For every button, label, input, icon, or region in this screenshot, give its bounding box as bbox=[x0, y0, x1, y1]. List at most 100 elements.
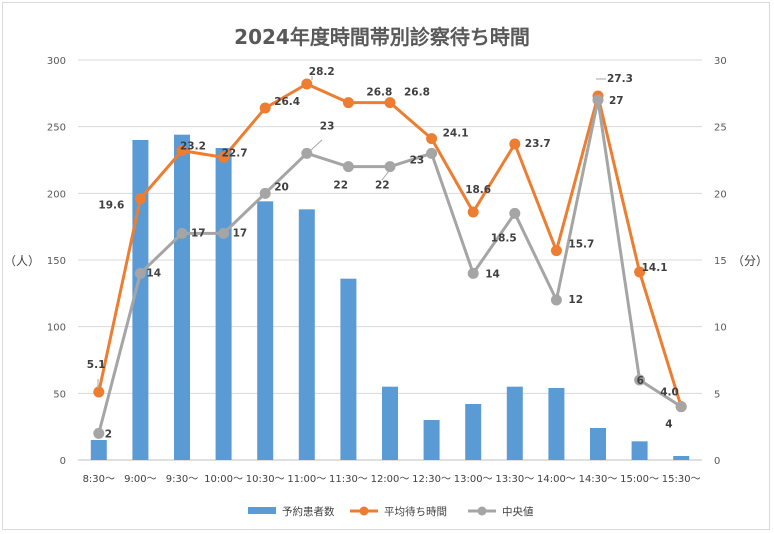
left-tick-label: 0 bbox=[60, 456, 66, 467]
legend-median-swatch bbox=[468, 506, 496, 516]
median-point bbox=[467, 267, 479, 279]
median-data-label: 20 bbox=[274, 181, 289, 193]
left-axis-unit: （人） bbox=[4, 254, 40, 268]
x-tick-label: 14:30～ bbox=[579, 474, 618, 485]
right-axis-unit: （分） bbox=[732, 254, 768, 268]
avg-data-label: 26.4 bbox=[274, 96, 300, 108]
left-tick-label: 150 bbox=[47, 256, 66, 267]
legend-bar-label: 予約患者数 bbox=[282, 505, 335, 518]
median-data-label: 17 bbox=[191, 227, 206, 239]
bar bbox=[465, 404, 482, 460]
left-tick-label: 300 bbox=[47, 56, 66, 67]
avg-data-label: 4.0 bbox=[660, 387, 679, 399]
axes: 0 50 100 150 200 250 300 0 5 10 15 20 25 30 8:30～ 9:00～… bbox=[47, 56, 727, 485]
bar bbox=[298, 209, 315, 460]
avg-point bbox=[509, 138, 521, 150]
legend-bar-swatch bbox=[248, 507, 276, 514]
median-data-label: 12 bbox=[568, 294, 583, 306]
median-data-label: 2 bbox=[105, 428, 112, 440]
right-tick-label: 10 bbox=[714, 323, 727, 334]
median-point bbox=[509, 207, 521, 219]
lines bbox=[93, 78, 687, 439]
median-data-label: 27 bbox=[609, 95, 624, 107]
right-tick-label: 15 bbox=[714, 256, 727, 267]
x-tick-label: 11:00～ bbox=[287, 474, 326, 485]
avg-point bbox=[93, 386, 105, 398]
right-tick-label: 25 bbox=[714, 123, 727, 134]
median-data-label: 18.5 bbox=[491, 232, 517, 244]
legend-marker bbox=[477, 506, 487, 516]
data-labels: 5.1 19.6 23.2 22.7 26.4 28.2 26.8 26.8 24.1 18.6 2… bbox=[87, 66, 679, 440]
x-tick-label: 13:30～ bbox=[495, 474, 534, 485]
median-point bbox=[93, 427, 105, 439]
median-point bbox=[134, 267, 146, 279]
left-tick-label: 100 bbox=[47, 323, 66, 334]
bar bbox=[548, 388, 565, 460]
avg-data-label: 22.7 bbox=[222, 147, 248, 159]
bar bbox=[423, 420, 440, 460]
avg-point bbox=[550, 245, 562, 257]
chart-title: 2024年度時間帯別診察待ち時間 bbox=[234, 25, 530, 49]
right-tick-label: 20 bbox=[714, 189, 727, 200]
bar bbox=[506, 386, 523, 460]
legend-median-label: 中央値 bbox=[502, 505, 534, 518]
x-tick-label: 12:00～ bbox=[371, 474, 410, 485]
left-tick-label: 50 bbox=[53, 389, 66, 400]
left-tick-label: 250 bbox=[47, 123, 66, 134]
legend-avg-label: 平均待ち時間 bbox=[384, 505, 447, 518]
bar bbox=[174, 134, 190, 460]
median-point bbox=[384, 161, 396, 173]
median-point bbox=[342, 161, 354, 173]
bar bbox=[257, 201, 274, 461]
avg-data-label: 23.7 bbox=[525, 138, 551, 150]
median-point bbox=[592, 94, 604, 106]
bar bbox=[382, 386, 398, 460]
x-tick-label: 13:00～ bbox=[454, 474, 493, 485]
avg-point bbox=[426, 133, 438, 145]
x-tick-label: 12:30～ bbox=[412, 474, 451, 485]
median-data-label: 14 bbox=[485, 268, 500, 280]
median-data-label: 14 bbox=[146, 267, 161, 279]
median-data-label: 22 bbox=[375, 180, 390, 192]
median-data-label: 4 bbox=[665, 419, 672, 431]
avg-data-label: 27.3 bbox=[607, 73, 633, 85]
x-tick-label: 14:00～ bbox=[537, 474, 576, 485]
x-tick-label: 10:00～ bbox=[204, 474, 243, 485]
avg-point bbox=[467, 206, 479, 218]
legend-marker bbox=[359, 506, 369, 516]
legend-avg-swatch bbox=[350, 506, 378, 516]
median-data-label: 23 bbox=[320, 120, 335, 132]
avg-data-label: 28.2 bbox=[309, 66, 335, 78]
bar bbox=[215, 148, 232, 460]
bar bbox=[631, 441, 648, 460]
avg-point bbox=[134, 193, 146, 205]
legend: 予約患者数 平均待ち時間 中央値 bbox=[248, 505, 534, 518]
avg-data-label: 5.1 bbox=[87, 359, 106, 371]
median-leader-line bbox=[381, 170, 390, 181]
x-tick-label: 10:30～ bbox=[246, 474, 285, 485]
x-tick-label: 8:30～ bbox=[83, 474, 115, 485]
avg-data-label: 14.1 bbox=[642, 262, 668, 274]
median-data-label: 17 bbox=[233, 227, 248, 239]
x-tick-label: 9:00～ bbox=[124, 474, 156, 485]
bars bbox=[90, 134, 690, 461]
x-tick-label: 9:30～ bbox=[166, 474, 198, 485]
avg-data-label: 24.1 bbox=[443, 128, 469, 140]
bar bbox=[590, 428, 606, 460]
right-tick-label: 0 bbox=[714, 456, 720, 467]
median-point bbox=[218, 227, 230, 239]
median-data-label: 6 bbox=[637, 375, 644, 387]
avg-point bbox=[634, 266, 646, 278]
median-point bbox=[176, 227, 188, 239]
median-data-label: 22 bbox=[333, 180, 348, 192]
median-point bbox=[634, 374, 646, 386]
bar bbox=[90, 440, 107, 460]
avg-data-label: 26.8 bbox=[404, 87, 430, 99]
avg-point bbox=[176, 145, 188, 157]
right-tick-label: 30 bbox=[714, 56, 727, 67]
median-point bbox=[301, 147, 313, 159]
avg-data-label: 23.2 bbox=[180, 141, 206, 153]
median-data-label: 23 bbox=[410, 154, 425, 166]
avg-point bbox=[301, 78, 313, 90]
median-point bbox=[550, 294, 562, 306]
